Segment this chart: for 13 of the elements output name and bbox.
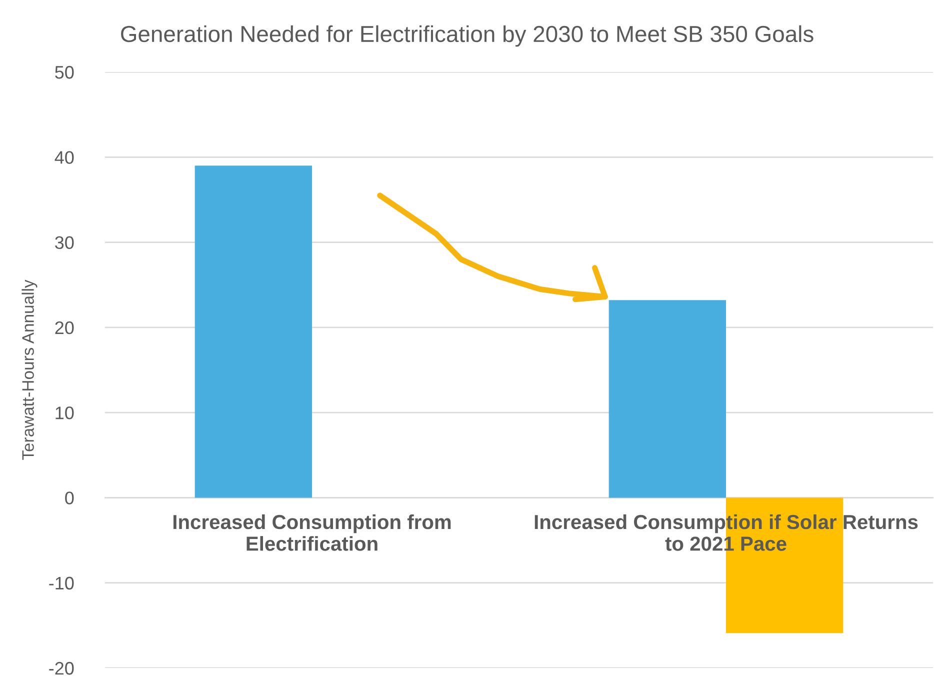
bar [608, 300, 726, 498]
y-tick-label: 50 [55, 66, 74, 79]
y-tick-label: 20 [55, 321, 74, 334]
y-tick-label: 40 [54, 151, 74, 164]
y-tick-label: -20 [49, 662, 74, 675]
y-tick-label: 10 [56, 406, 74, 420]
y-tick-label: -10 [49, 576, 74, 590]
chart-title: Generation Needed for Electrification by 2030 to Meet SB 350 Goals [121, 25, 814, 47]
y-axis-title: Terawatt-Hours Annually [22, 280, 38, 460]
bar [194, 166, 312, 498]
y-tick-label: 0 [65, 492, 74, 504]
y-tick-label: 30 [55, 236, 74, 250]
x-tick-label: Increased Consumption from Electrification [173, 514, 451, 551]
